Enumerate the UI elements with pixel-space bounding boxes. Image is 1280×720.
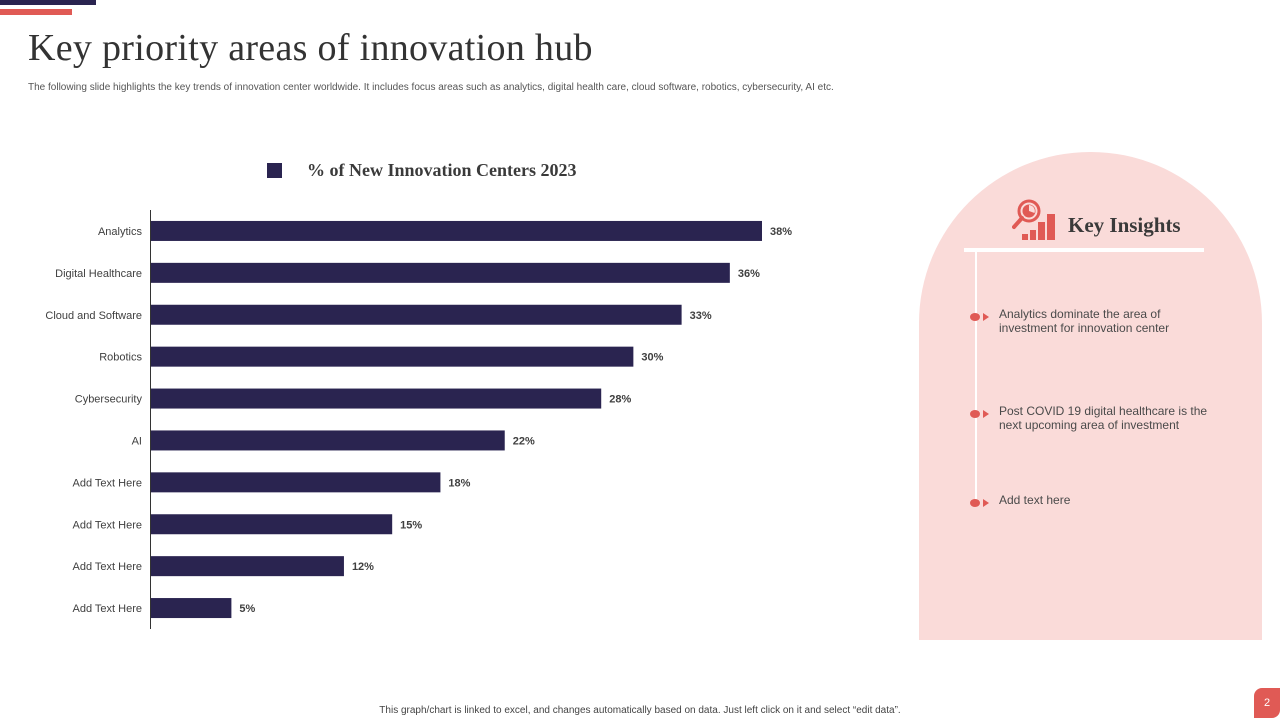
timeline-line <box>975 252 977 507</box>
bullet-icon <box>970 497 992 509</box>
insight-item: Add text here <box>970 493 1219 509</box>
footer-note: This graph/chart is linked to excel, and… <box>379 705 901 716</box>
analytics-chart-magnifier-icon <box>1012 199 1055 240</box>
category-label: AI <box>132 435 142 447</box>
accent-bar-dark <box>0 0 96 5</box>
bar[interactable] <box>151 514 393 535</box>
insight-text: Add text here <box>999 493 1071 507</box>
data-label: 22% <box>513 435 535 447</box>
key-insights-divider <box>964 248 1204 252</box>
data-label: 28% <box>609 394 631 406</box>
bar[interactable] <box>151 430 505 451</box>
bar-chart[interactable]: Analytics 38% Digital Healthcare 36% Cloud a… <box>0 0 900 660</box>
chart-legend: % of New Innovation Centers 2023 <box>267 160 577 181</box>
category-label: Analytics <box>98 226 143 238</box>
category-label: Add Text Here <box>72 603 142 615</box>
slide-title: Key priority areas of innovation hub <box>28 27 593 69</box>
data-label: 18% <box>448 477 470 489</box>
category-label: Add Text Here <box>72 519 142 531</box>
bar[interactable] <box>151 598 232 619</box>
insight-text: Analytics dominate the area of investmen… <box>999 307 1170 335</box>
page-number: 2 <box>1254 688 1280 718</box>
bar[interactable] <box>151 304 682 325</box>
insight-item: Analytics dominate the area of investmen… <box>970 307 1219 335</box>
bullet-icon <box>970 408 992 420</box>
data-label: 33% <box>690 310 712 322</box>
data-label: 12% <box>352 561 374 573</box>
slide-subtitle: The following slide highlights the key t… <box>28 82 834 93</box>
data-label: 38% <box>770 226 792 238</box>
data-label: 36% <box>738 268 760 280</box>
category-label: Cybersecurity <box>75 394 143 406</box>
bar[interactable] <box>151 220 762 241</box>
insight-text: Post COVID 19 digital healthcare is the … <box>999 404 1208 432</box>
bar[interactable] <box>151 388 602 409</box>
insight-item: Post COVID 19 digital healthcare is the … <box>970 404 1219 432</box>
legend-swatch <box>267 163 282 178</box>
data-label: 30% <box>641 352 663 364</box>
category-label: Digital Healthcare <box>55 268 142 280</box>
category-label: Add Text Here <box>72 561 142 573</box>
category-label: Add Text Here <box>72 477 142 489</box>
key-insights-title: Key Insights <box>1068 213 1181 237</box>
data-label: 15% <box>400 519 422 531</box>
accent-bar-red <box>0 9 72 15</box>
category-label: Cloud and Software <box>45 310 142 322</box>
data-label: 5% <box>239 603 255 615</box>
bar[interactable] <box>151 346 634 367</box>
category-label: Robotics <box>99 352 142 364</box>
bar[interactable] <box>151 556 344 577</box>
bullet-icon <box>970 311 992 323</box>
bar[interactable] <box>151 472 441 493</box>
legend-label: % of New Innovation Centers 2023 <box>307 160 577 180</box>
bar[interactable] <box>151 262 730 283</box>
